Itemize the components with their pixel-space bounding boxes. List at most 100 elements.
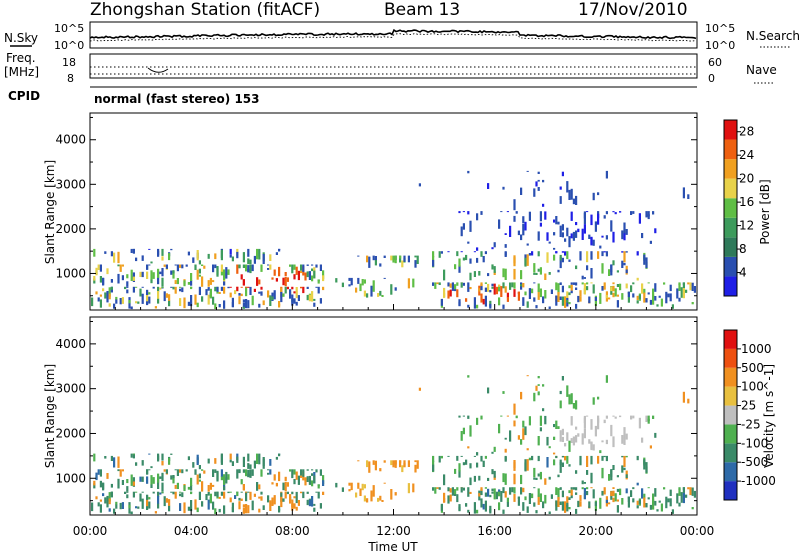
vel-cell — [172, 475, 175, 479]
power-cell — [176, 278, 179, 285]
power-cell — [313, 270, 316, 279]
vel-cell — [478, 493, 481, 497]
vel-cbar-segment-6 — [724, 367, 737, 387]
vel-cell — [313, 507, 316, 512]
power-cell — [216, 286, 219, 292]
vel-cell — [379, 468, 382, 472]
power-cell — [363, 290, 366, 297]
vel-cell — [414, 460, 417, 463]
power-cell — [564, 251, 567, 256]
power-cell — [476, 247, 479, 251]
power-cell — [322, 275, 325, 282]
power-cell — [555, 295, 558, 306]
power-cell — [546, 252, 549, 263]
vel-cell — [454, 468, 457, 474]
power-cell — [223, 286, 226, 294]
vel-cell — [616, 499, 619, 502]
power-cell — [458, 211, 461, 214]
power-cell — [209, 288, 212, 299]
vel-cell — [484, 500, 487, 512]
vel-cell — [592, 489, 595, 499]
power-cell — [669, 293, 672, 302]
vel-cell — [506, 497, 509, 503]
vel-cell — [157, 495, 160, 504]
power-cell — [590, 214, 593, 226]
vel-cell — [357, 460, 360, 462]
power-cell — [586, 282, 589, 285]
vel-cell — [605, 415, 608, 419]
vel-cell — [513, 494, 516, 502]
vel-cell — [176, 469, 179, 476]
power-cell — [207, 280, 210, 287]
power-cell — [443, 287, 446, 298]
vel-cell — [476, 509, 479, 514]
power-cell — [599, 292, 602, 304]
vel-cell — [465, 459, 468, 465]
vel-cell — [176, 482, 179, 489]
vel-cell — [341, 487, 344, 492]
power-colorbar-label: Power [dB] — [758, 179, 772, 244]
power-cell — [207, 253, 210, 259]
vel-cell — [262, 458, 265, 469]
power-cell — [627, 291, 630, 298]
power-cell — [130, 269, 133, 281]
power-cell — [506, 297, 509, 302]
power-cell — [141, 271, 144, 278]
power-cell — [350, 277, 353, 286]
power-cell — [636, 251, 639, 256]
vel-cell — [493, 488, 496, 500]
power-cell — [599, 245, 602, 249]
vel-cell — [491, 491, 494, 494]
power-cell — [190, 273, 193, 281]
power-cell — [245, 264, 248, 272]
vel-cell — [476, 452, 479, 456]
vel-cell — [115, 504, 118, 509]
vel-cell — [649, 504, 652, 510]
power-cell — [379, 290, 382, 296]
power-cell — [315, 286, 318, 288]
vel-cell — [522, 420, 525, 428]
power-cell — [278, 266, 281, 277]
power-cell — [577, 228, 580, 233]
vel-cell — [99, 504, 102, 513]
power-cell — [592, 284, 595, 294]
power-cell — [187, 301, 190, 306]
power-cell — [575, 265, 578, 270]
power-cell — [399, 255, 402, 263]
power-cell — [201, 276, 204, 287]
vel-cell — [590, 442, 593, 449]
power-cell — [141, 293, 144, 304]
power-cell — [493, 271, 496, 275]
vel-cell — [157, 503, 160, 509]
power-cell — [647, 214, 650, 220]
power-cell — [236, 264, 239, 274]
power-cell — [227, 269, 230, 275]
vel-cell — [407, 483, 410, 494]
power-cell — [630, 211, 633, 215]
power-cell — [454, 289, 457, 292]
vel-cell — [557, 488, 560, 500]
power-cell — [493, 266, 496, 273]
vel-cell — [196, 474, 199, 485]
power-cell — [658, 295, 661, 298]
power-cell — [478, 271, 481, 276]
vel-cell — [174, 491, 177, 499]
vel-cell — [357, 482, 360, 489]
power-cell — [108, 303, 111, 307]
vel-cell — [526, 448, 529, 451]
power-cell — [225, 267, 228, 279]
vel-cell — [553, 459, 556, 466]
power-cell — [561, 296, 564, 306]
power-cell — [247, 286, 250, 288]
power-cell — [535, 181, 538, 187]
power-cell — [223, 276, 226, 286]
power-cell — [106, 268, 109, 275]
vel-cell — [568, 464, 571, 467]
vel-cell — [432, 464, 435, 472]
vel-cell — [291, 499, 294, 511]
vel-cell — [652, 499, 655, 510]
power-cell — [685, 289, 688, 293]
vel-cell — [586, 470, 589, 475]
power-cell — [568, 236, 571, 248]
power-cell — [513, 215, 516, 222]
